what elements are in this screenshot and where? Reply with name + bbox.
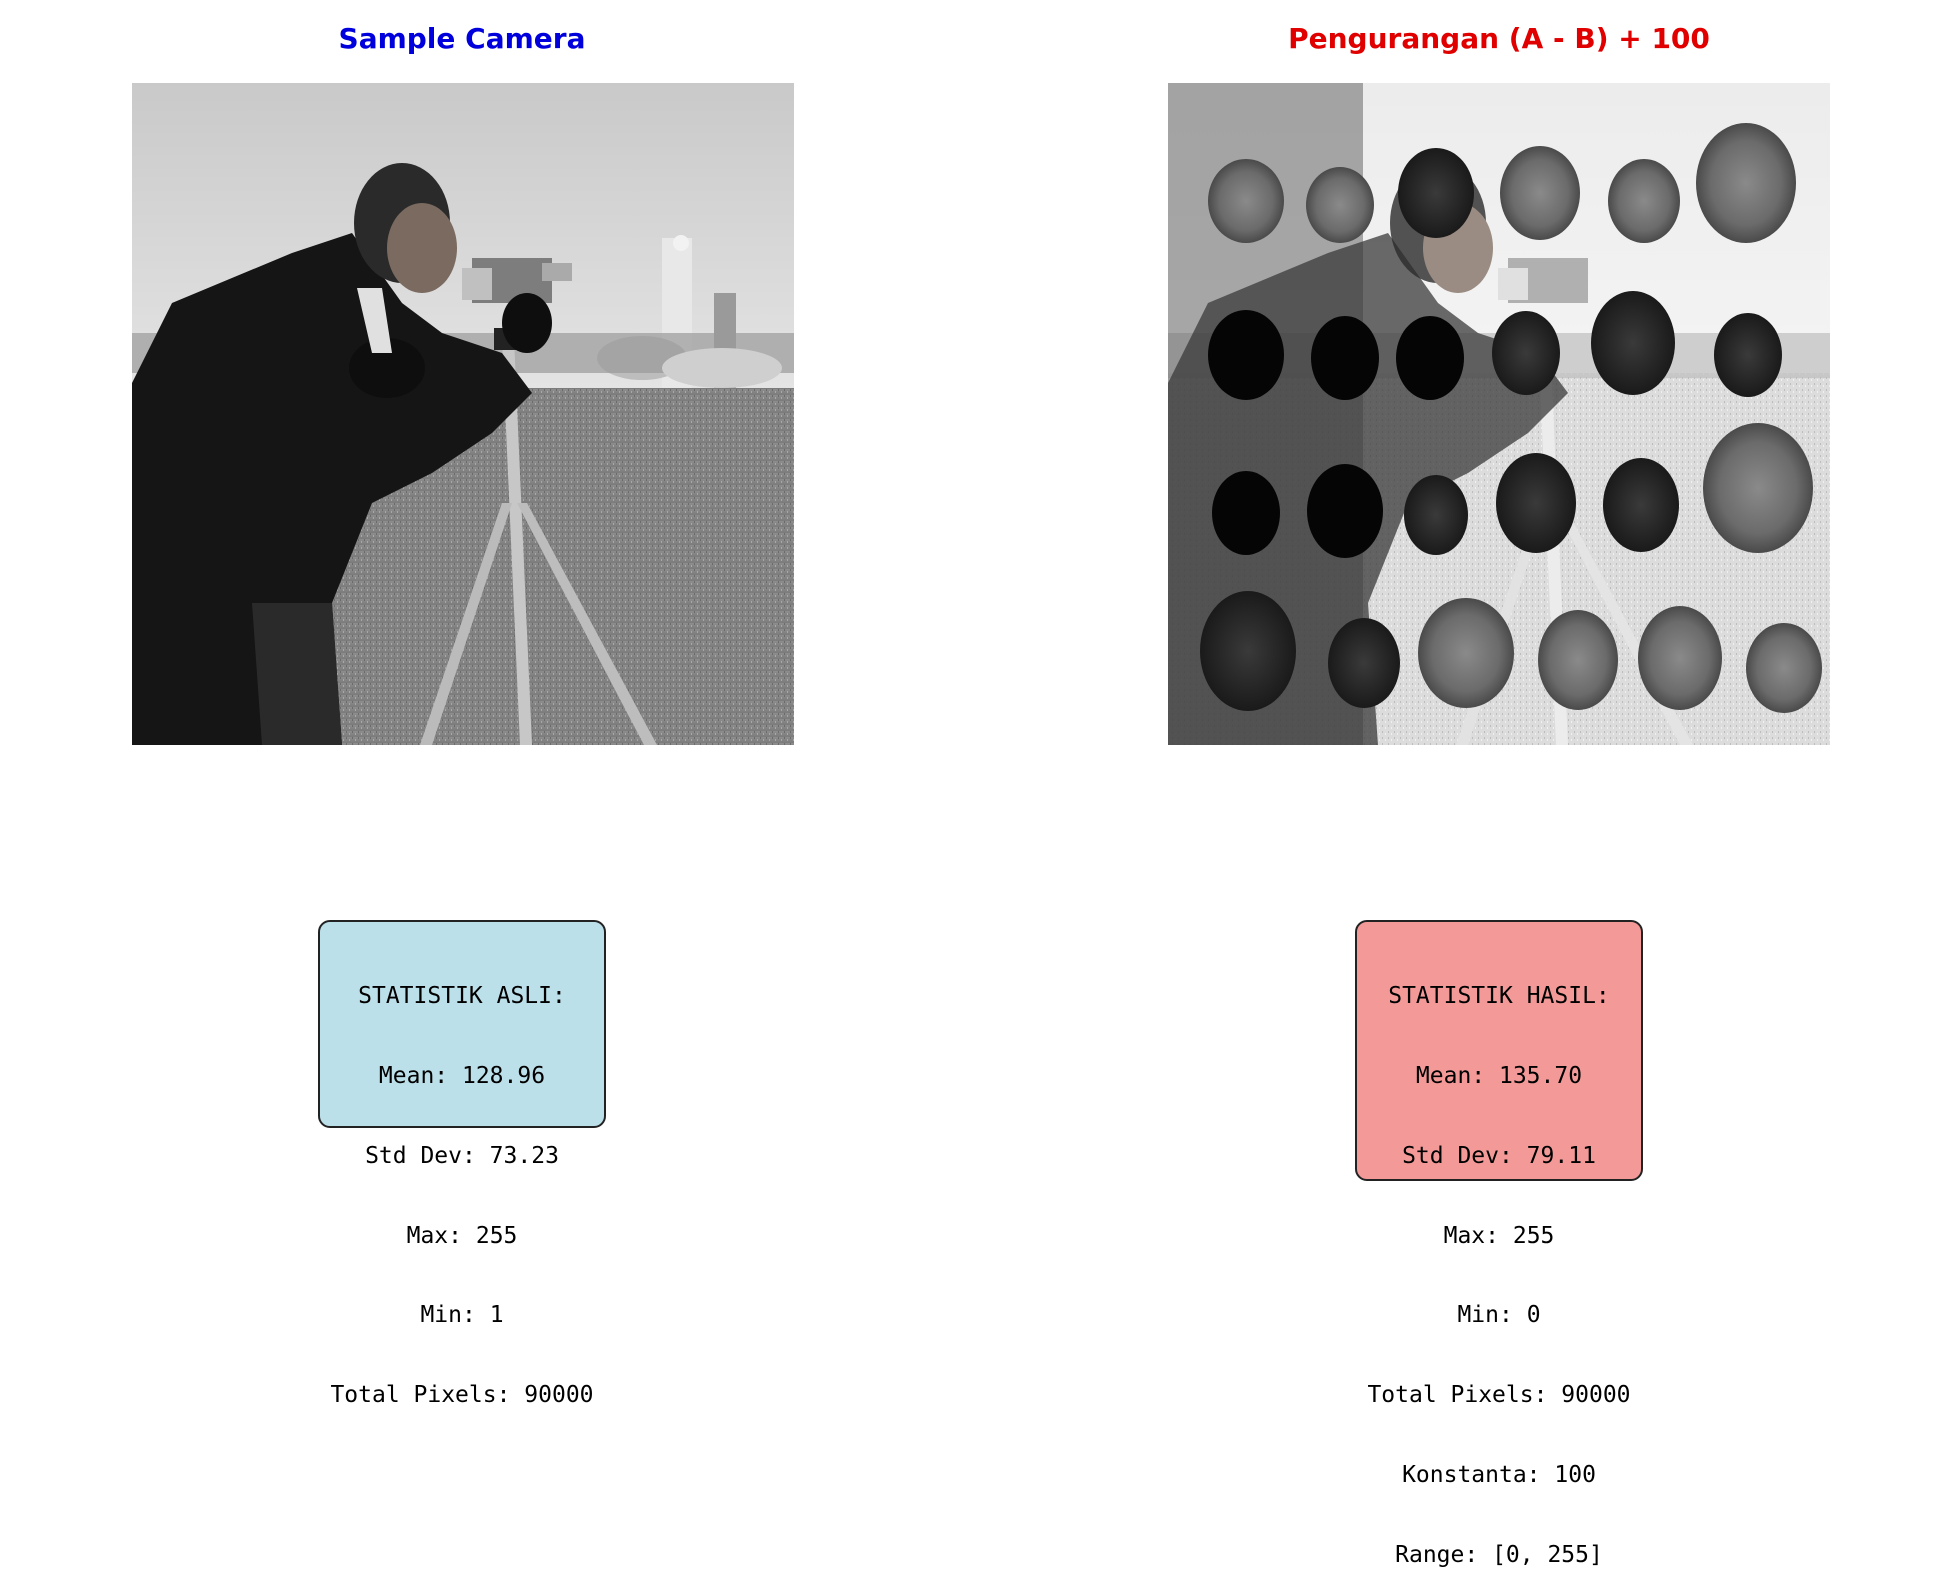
- result-stats-heading: STATISTIK HASIL:: [1388, 983, 1610, 1010]
- result-constant: Konstanta: 100: [1402, 1461, 1596, 1488]
- result-mean: Mean: 135.70: [1415, 1062, 1583, 1089]
- subtraction-result-image: [1168, 83, 1830, 745]
- result-max: Max: 255: [1443, 1222, 1555, 1249]
- result-std-dev: Std Dev: 79.11: [1402, 1142, 1596, 1169]
- cameraman-illustration: [132, 83, 794, 745]
- original-std-dev: Std Dev: 73.23: [365, 1142, 559, 1169]
- original-min: Min: 1: [420, 1302, 504, 1329]
- result-total-pixels: Total Pixels: 90000: [1367, 1382, 1631, 1409]
- original-total-pixels: Total Pixels: 90000: [330, 1382, 594, 1409]
- original-cameraman-image: [132, 83, 794, 745]
- result-min: Min: 0: [1457, 1302, 1541, 1329]
- result-range: Range: [0, 255]: [1395, 1541, 1603, 1568]
- right-panel-title: Pengurangan (A - B) + 100: [1288, 22, 1710, 55]
- original-max: Max: 255: [406, 1222, 518, 1249]
- subtraction-result-illustration: [1168, 83, 1830, 745]
- result-stats-box: STATISTIK HASIL: Mean: 135.70 Std Dev: 7…: [1355, 920, 1643, 1568]
- original-stats-heading: STATISTIK ASLI:: [358, 983, 566, 1010]
- original-stats-box: STATISTIK ASLI: Mean: 128.96 Std Dev: 73…: [318, 920, 606, 1408]
- left-panel-title: Sample Camera: [338, 22, 586, 55]
- original-mean: Mean: 128.96: [378, 1062, 546, 1089]
